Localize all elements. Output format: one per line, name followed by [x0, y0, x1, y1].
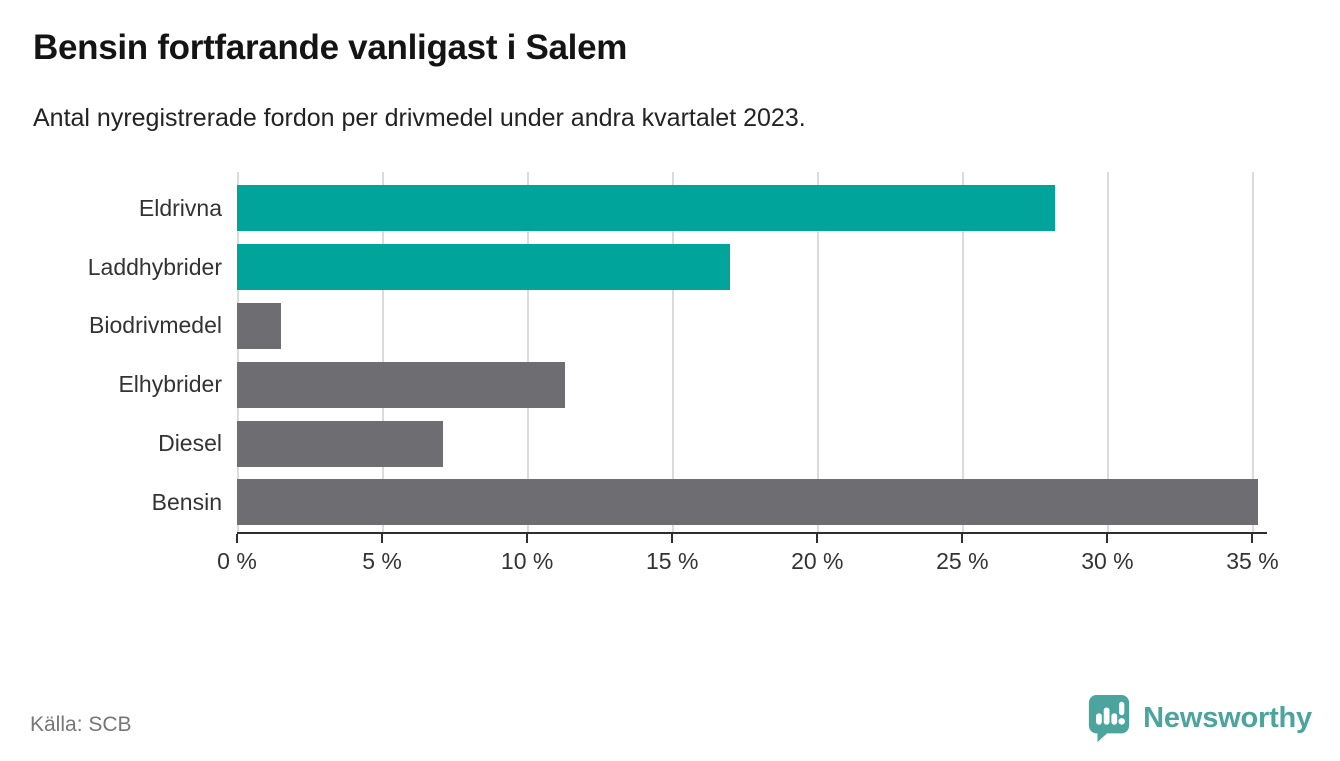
- newsworthy-wordmark: Newsworthy: [1143, 701, 1312, 734]
- axis-tick-label: 5 %: [362, 547, 402, 574]
- gridline: [817, 172, 820, 532]
- bar-area: [237, 414, 1267, 473]
- bar: [237, 420, 443, 467]
- bar-area: [237, 179, 1267, 238]
- page-subtitle: Antal nyregistrerade fordon per drivmede…: [33, 104, 806, 133]
- gridline: [1252, 172, 1255, 532]
- bar-area: [237, 297, 1267, 356]
- source-note: Källa: SCB: [30, 713, 132, 736]
- chart-gridlines: [237, 172, 1267, 532]
- gridline: [962, 172, 965, 532]
- gridline: [1107, 172, 1110, 532]
- category-label: Biodrivmedel: [89, 312, 222, 339]
- bar-chart: Eldrivna Laddhybrider Biodrivmedel Elhybrid…: [33, 172, 1279, 578]
- gridline: [382, 172, 385, 532]
- category-label: Diesel: [158, 430, 222, 457]
- axis-tick-label: 15 %: [645, 547, 699, 574]
- bar-area: [237, 473, 1267, 532]
- gridline: [237, 172, 239, 532]
- chart-row: Eldrivna: [33, 179, 1267, 238]
- axis-tick: [1106, 533, 1109, 543]
- axis-tick-label: 10 %: [500, 547, 554, 574]
- category-label: Eldrivna: [138, 194, 222, 221]
- gridline: [672, 172, 675, 532]
- axis-tick: [381, 533, 384, 543]
- category-label: Laddhybrider: [87, 253, 222, 280]
- bar: [237, 302, 281, 349]
- bar: [237, 244, 731, 291]
- bar: [237, 479, 1259, 526]
- axis-tick: [816, 533, 819, 543]
- axis-tick: [961, 533, 964, 543]
- axis-tick-label: 35 %: [1226, 547, 1279, 574]
- bar: [237, 361, 565, 408]
- bar: [237, 185, 1056, 232]
- axis-tick-label: 30 %: [1081, 547, 1134, 574]
- category-label: Bensin: [151, 488, 222, 515]
- axis-tick-label: 0 %: [217, 547, 257, 574]
- axis-tick-label: 20 %: [791, 547, 844, 574]
- page-title: Bensin fortfarande vanligast i Salem: [33, 28, 628, 67]
- x-axis: 0 % 5 % 10 % 15 % 20 % 25 % 30 % 35 %: [217, 531, 1279, 578]
- chart-row: Laddhybrider: [33, 238, 1267, 297]
- axis-tick: [526, 533, 529, 543]
- chart-row: Bensin: [33, 473, 1267, 532]
- bar-area: [237, 355, 1267, 414]
- axis-tick: [1251, 533, 1254, 543]
- axis-tick: [671, 533, 674, 543]
- category-label: Elhybrider: [118, 371, 222, 398]
- axis-tick-label: 25 %: [936, 547, 989, 574]
- bar-area: [237, 238, 1267, 297]
- chart-row: Elhybrider: [33, 355, 1267, 414]
- newsworthy-logo-icon: [1086, 693, 1132, 743]
- chart-row: Diesel: [33, 414, 1267, 473]
- gridline: [527, 172, 530, 532]
- newsworthy-logo: Newsworthy: [1086, 693, 1312, 743]
- axis-tick: [236, 533, 238, 543]
- chart-rows: Eldrivna Laddhybrider Biodrivmedel Elhybrid…: [33, 172, 1267, 532]
- chart-row: Biodrivmedel: [33, 297, 1267, 356]
